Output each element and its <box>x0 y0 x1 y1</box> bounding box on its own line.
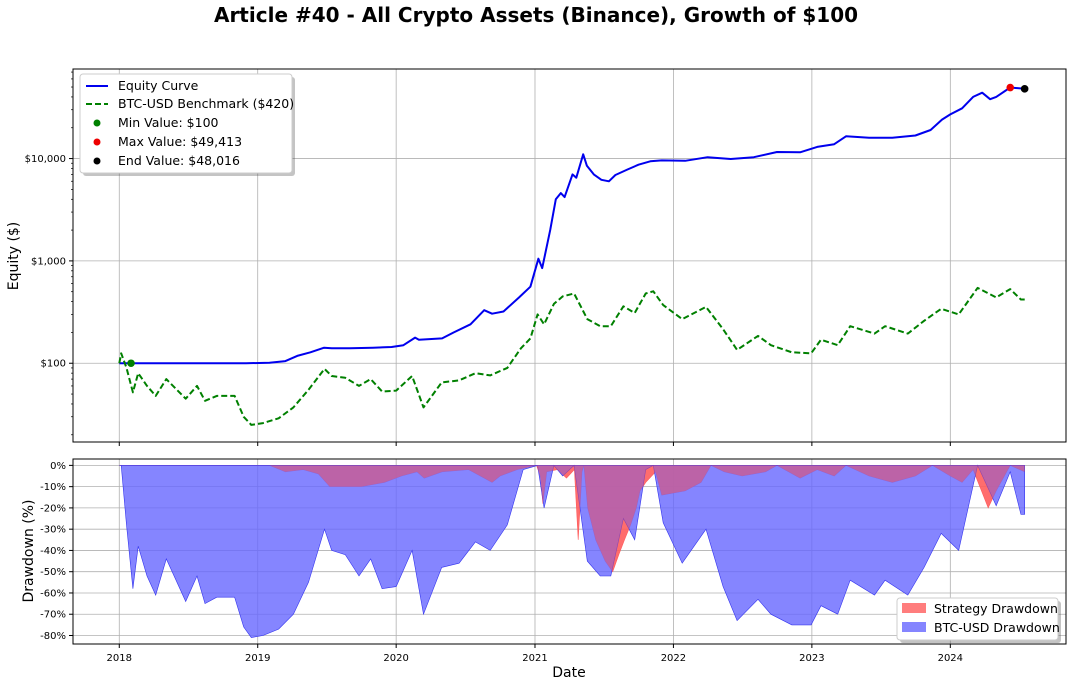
drawdown-y-tick-label: -50% <box>40 567 66 578</box>
drawdown-x-label: Date <box>552 665 585 681</box>
legend-strategy-dd-label: Strategy Drawdown <box>934 601 1058 616</box>
drawdown-panel: 0%-10%-20%-30%-40%-50%-60%-70%-80% 2018 2… <box>21 458 1067 681</box>
equity-x-ticks <box>118 442 951 446</box>
chart-title: Article #40 - All Crypto Assets (Binance… <box>214 3 858 27</box>
x-tick-label-2020: 2020 <box>383 653 408 664</box>
x-tick-label-2019: 2019 <box>245 653 270 664</box>
max-value-marker <box>1006 83 1015 92</box>
drawdown-y-tick-label: 0% <box>50 461 66 472</box>
equity-legend: Equity Curve BTC-USD Benchmark ($420) Mi… <box>79 73 295 176</box>
btc-drawdown-area <box>119 464 1025 638</box>
drawdown-y-ticks: 0% -10% -20% -30% -40% -50% -60% -70% -80% <box>40 461 73 642</box>
benchmark-line <box>118 286 1025 426</box>
equity-curve-line <box>119 86 1025 365</box>
x-tick-label-2018: 2018 <box>107 653 132 664</box>
legend-benchmark-label: BTC-USD Benchmark ($420) <box>118 96 294 111</box>
drawdown-y-tick-label: -20% <box>40 503 66 514</box>
end-value-marker <box>1020 85 1029 93</box>
equity-y-tick-label: $1,000 <box>31 256 66 267</box>
drawdown-y-tick-label: -60% <box>40 588 66 599</box>
drawdown-legend: Strategy Drawdown BTC-USD Drawdown <box>896 597 1061 643</box>
x-tick-label-2021: 2021 <box>522 653 547 664</box>
equity-y-tick-label: $100 <box>41 359 66 370</box>
min-value-marker <box>127 359 135 368</box>
dd-legend-box <box>896 597 1059 641</box>
drawdown-y-tick-label: -30% <box>40 525 66 536</box>
drawdown-x-ticks: 2018 2019 2020 2021 2022 2023 2024 <box>107 644 963 664</box>
drawdown-y-tick-label: -80% <box>40 631 66 642</box>
legend-strategy-dd-swatch <box>902 603 926 613</box>
drawdown-axes-frame <box>72 458 1067 645</box>
drawdown-y-label: Drawdown (%) <box>21 499 37 602</box>
equity-series <box>118 86 1025 426</box>
drawdown-series <box>119 464 1025 638</box>
equity-y-tick-label: $10,000 <box>25 154 66 165</box>
legend-max-label: Max Value: $49,413 <box>118 134 242 149</box>
drawdown-y-tick-label: -70% <box>40 610 66 621</box>
x-tick-label-2024: 2024 <box>938 653 963 664</box>
legend-end-label: End Value: $48,016 <box>118 153 240 168</box>
equity-y-ticks: $100 $1,000 $10,000 <box>25 71 73 436</box>
legend-btc-dd-label: BTC-USD Drawdown <box>934 620 1060 635</box>
legend-max-swatch <box>93 138 101 146</box>
value-markers <box>127 83 1029 368</box>
drawdown-y-tick-label: -40% <box>40 546 66 557</box>
equity-panel: $100 $1,000 $10,000 Equity ($) Equity Curv… <box>6 68 1067 446</box>
legend-min-label: Min Value: $100 <box>118 115 219 130</box>
legend-equity-label: Equity Curve <box>118 78 199 93</box>
equity-axes-frame <box>72 68 1067 443</box>
legend-end-swatch <box>93 157 101 165</box>
legend-btc-dd-swatch <box>902 622 926 632</box>
x-tick-label-2022: 2022 <box>661 653 686 664</box>
equity-y-label: Equity ($) <box>6 222 22 291</box>
drawdown-y-tick-label: -10% <box>40 482 66 493</box>
legend-box <box>79 73 293 174</box>
x-tick-label-2023: 2023 <box>799 653 824 664</box>
legend-min-swatch <box>93 119 101 127</box>
